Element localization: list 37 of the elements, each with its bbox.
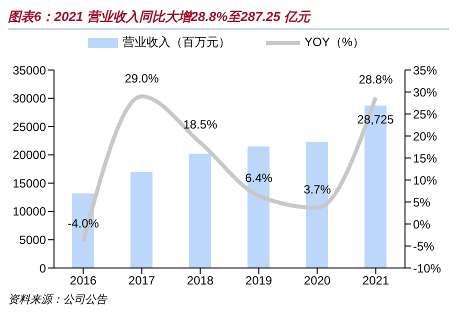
y-tick-label: 30000 (12, 92, 46, 106)
y2-tick-label: 10% (413, 173, 438, 188)
y2-tick-label: 30% (413, 85, 438, 100)
y2-tick-label: -5% (413, 239, 435, 254)
y-tick-label: 20000 (12, 148, 46, 162)
y2-tick-label: 20% (413, 129, 438, 144)
data-label: 28.8% (358, 72, 394, 86)
y-tick-label: 0 (39, 261, 46, 276)
x-tick-label: 2021 (362, 274, 390, 288)
data-label: 28,725 (357, 112, 394, 126)
data-label: 29.0% (124, 71, 160, 86)
chart-title: 图表6：2021 营业收入同比大增28.8%至287.25 亿元 (8, 8, 449, 30)
y-tick-label: 10000 (12, 204, 46, 219)
y2-tick-label: -10% (413, 261, 442, 276)
legend-label: 营业收入（百万元） (122, 34, 230, 51)
x-tick-label: 2018 (186, 274, 214, 288)
bar (130, 172, 152, 268)
bar (189, 154, 211, 268)
y2-tick-label: 15% (413, 151, 438, 166)
data-label: 3.7% (304, 182, 332, 197)
legend-label: YOY（%） (304, 34, 364, 51)
y-tick-label: 25000 (12, 120, 46, 134)
x-tick-label: 2019 (245, 274, 272, 288)
x-tick-label: 2016 (70, 274, 97, 288)
data-label: -4.0% (68, 216, 100, 231)
x-tick-label: 2020 (304, 274, 331, 288)
data-label: 18.5% (183, 118, 218, 132)
x-tick-label: 2017 (128, 274, 156, 288)
y-tick-label: 15000 (12, 176, 46, 190)
y2-tick-label: 25% (413, 107, 438, 122)
data-label: 6.4% (245, 170, 273, 185)
y-tick-label: 35000 (12, 63, 46, 78)
text: 资料来源：公司公告 (8, 292, 108, 307)
y-tick-label: 5000 (19, 232, 46, 247)
y2-tick-label: 0% (413, 217, 431, 232)
y2-tick-label: 5% (413, 195, 431, 210)
y2-tick-label: 35% (413, 63, 438, 78)
